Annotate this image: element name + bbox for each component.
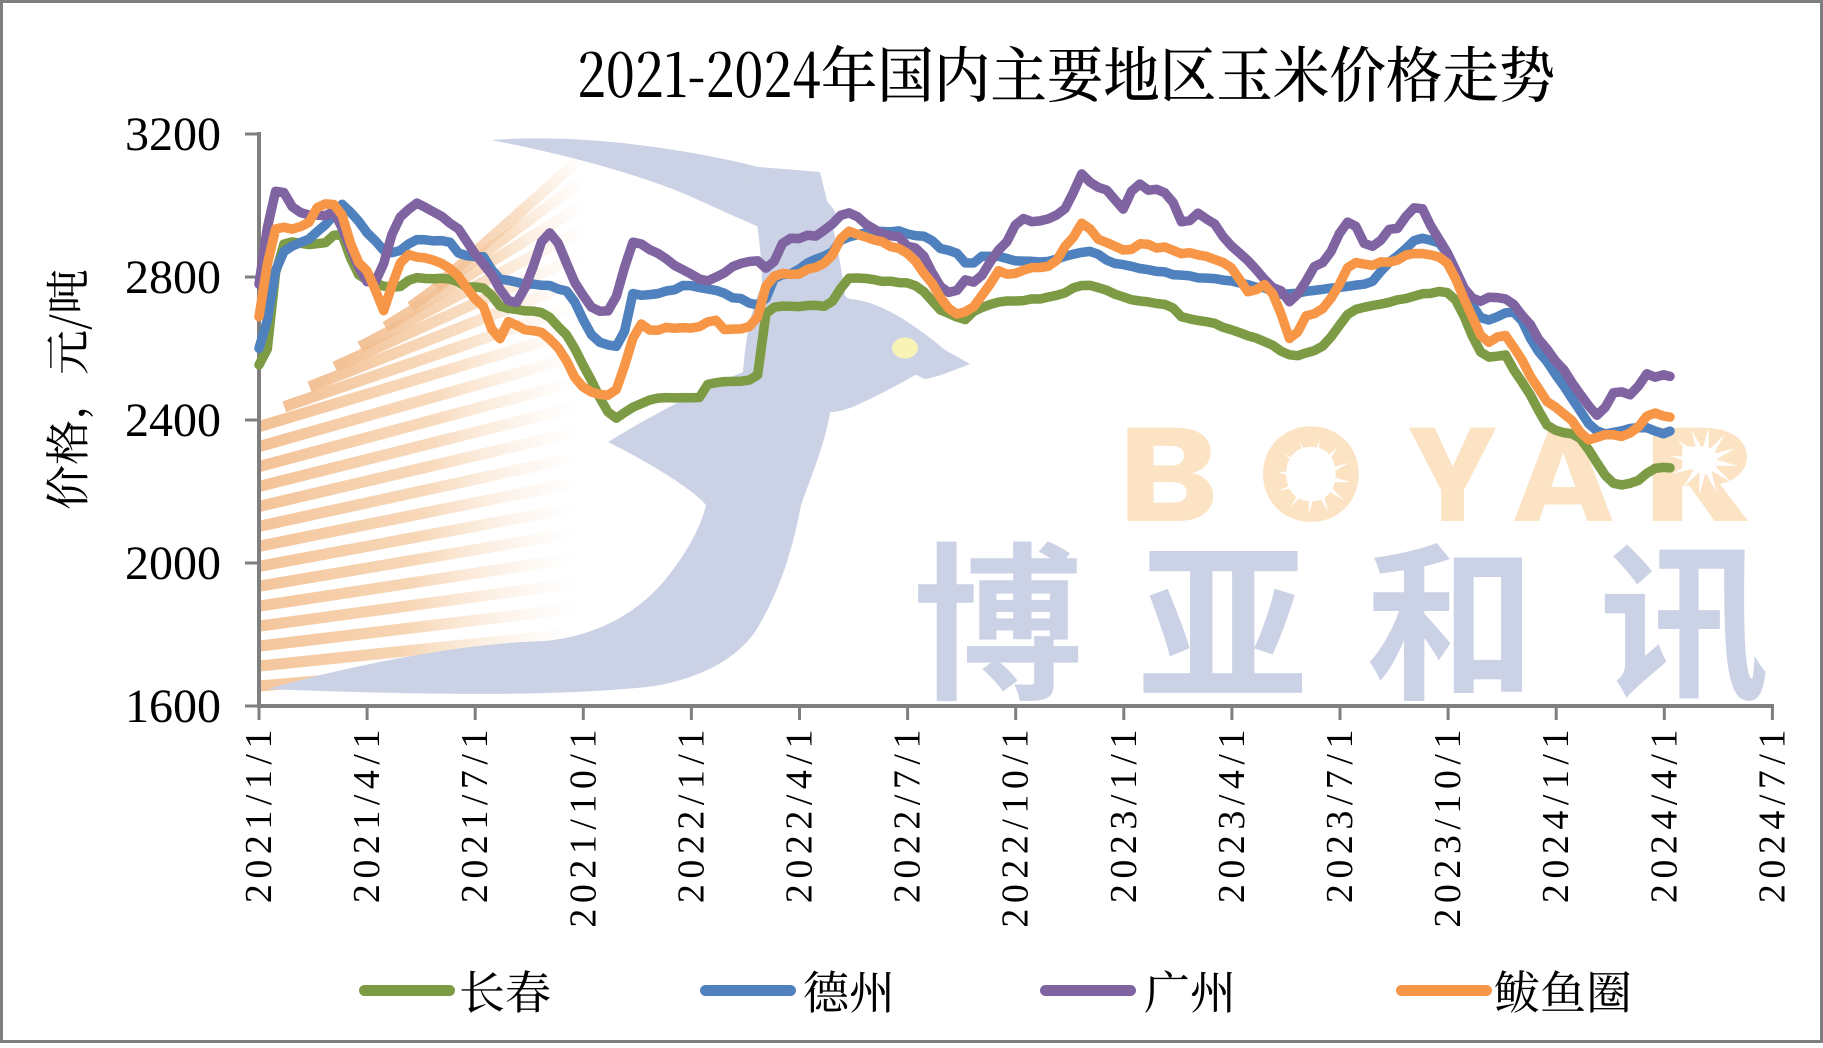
svg-text:2021/10/1: 2021/10/1 bbox=[562, 724, 604, 928]
svg-text:1600: 1600 bbox=[125, 680, 221, 733]
svg-text:2400: 2400 bbox=[125, 394, 221, 447]
svg-text:2024/7/1: 2024/7/1 bbox=[1751, 724, 1793, 903]
svg-text:2024/4/1: 2024/4/1 bbox=[1643, 724, 1685, 903]
svg-text:2023/1/1: 2023/1/1 bbox=[1103, 724, 1145, 903]
svg-text:2022/7/1: 2022/7/1 bbox=[887, 724, 929, 903]
svg-text:2024/1/1: 2024/1/1 bbox=[1535, 724, 1577, 903]
svg-text:2022/4/1: 2022/4/1 bbox=[779, 724, 821, 903]
svg-text:3200: 3200 bbox=[125, 108, 221, 161]
svg-text:2022/1/1: 2022/1/1 bbox=[670, 724, 712, 903]
svg-text:2021/4/1: 2021/4/1 bbox=[346, 724, 388, 903]
svg-text:2800: 2800 bbox=[125, 251, 221, 304]
svg-text:2021/1/1: 2021/1/1 bbox=[238, 724, 280, 903]
svg-text:2023/4/1: 2023/4/1 bbox=[1211, 724, 1253, 903]
svg-text:2021/7/1: 2021/7/1 bbox=[454, 724, 496, 903]
svg-text:2000: 2000 bbox=[125, 537, 221, 590]
svg-text:2023/10/1: 2023/10/1 bbox=[1427, 724, 1469, 928]
svg-text:2022/10/1: 2022/10/1 bbox=[995, 724, 1037, 928]
svg-text:2023/7/1: 2023/7/1 bbox=[1319, 724, 1361, 903]
